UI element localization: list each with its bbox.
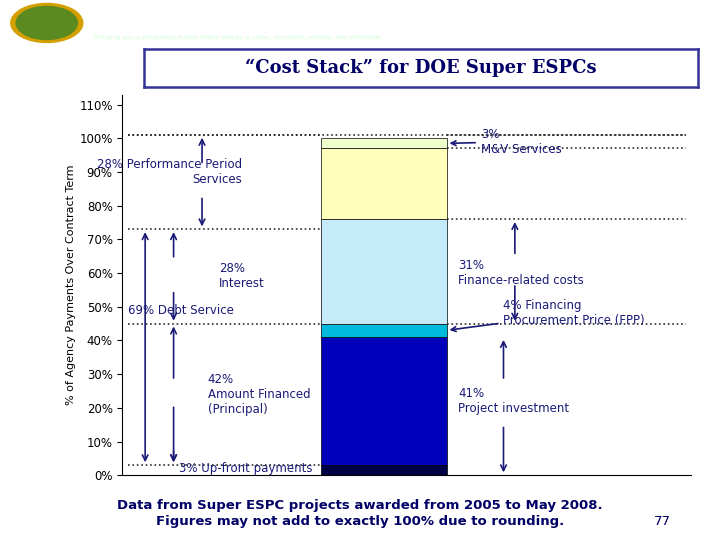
Text: 3%
M&V Services: 3% M&V Services: [451, 127, 562, 156]
Text: 77: 77: [654, 515, 671, 528]
Bar: [322, 323, 446, 337]
Text: Energy Efficiency and Renewable Energy: Energy Efficiency and Renewable Energy: [94, 17, 380, 30]
Bar: [322, 219, 446, 323]
Text: Bringing you a prosperous future where energy is clean, abundant, reliable, and : Bringing you a prosperous future where e…: [94, 35, 380, 40]
Text: 4% Financing
Procurement Price (FPP): 4% Financing Procurement Price (FPP): [451, 300, 645, 332]
Text: “Cost Stack” for DOE Super ESPCs: “Cost Stack” for DOE Super ESPCs: [246, 59, 597, 77]
Text: 28% Performance Period
Services: 28% Performance Period Services: [96, 158, 242, 186]
Text: Figures may not add to exactly 100% due to rounding.: Figures may not add to exactly 100% due …: [156, 515, 564, 528]
Text: 31%
Finance-related costs: 31% Finance-related costs: [458, 259, 584, 287]
Text: Data from Super ESPC projects awarded from 2005 to May 2008.: Data from Super ESPC projects awarded fr…: [117, 499, 603, 512]
Bar: [322, 337, 446, 465]
Text: 3% Up-front payments: 3% Up-front payments: [179, 462, 312, 475]
Ellipse shape: [17, 6, 78, 39]
Bar: [322, 148, 446, 219]
Text: 42%
Amount Financed
(Principal): 42% Amount Financed (Principal): [208, 373, 310, 416]
Y-axis label: % of Agency Payments Over Contract Term: % of Agency Payments Over Contract Term: [66, 165, 76, 405]
Ellipse shape: [11, 3, 83, 43]
Text: 28%
Interest: 28% Interest: [219, 262, 265, 291]
Bar: [322, 138, 446, 149]
Text: 41%
Project investment: 41% Project investment: [458, 387, 569, 415]
Text: U.S. Department of Energy: U.S. Department of Energy: [94, 5, 215, 15]
Bar: [322, 465, 446, 475]
Text: 69% Debt Service: 69% Debt Service: [128, 303, 234, 316]
